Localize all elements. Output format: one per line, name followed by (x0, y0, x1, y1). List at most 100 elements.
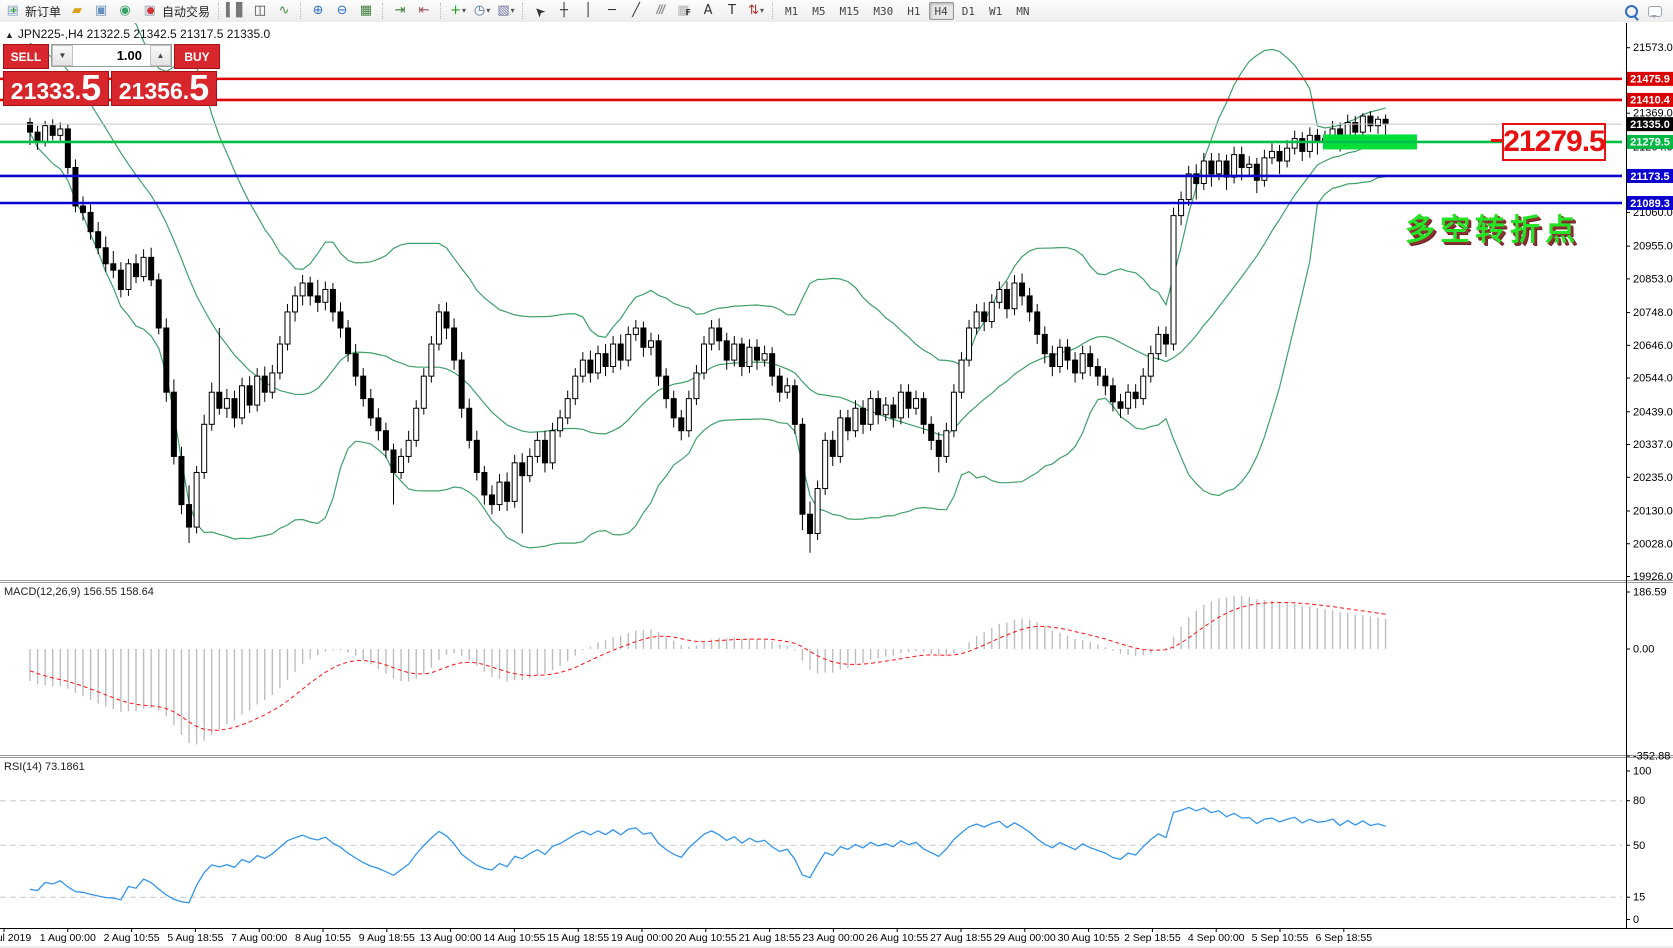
add-indicator-icon: + (450, 3, 461, 18)
new-order-icon[interactable]: ▤ + (1, 2, 23, 20)
buy-price-dot: . (182, 78, 190, 104)
timeframe-m30[interactable]: M30 (873, 4, 894, 18)
timeframe-h4[interactable]: H4 (928, 2, 954, 20)
chat-icon[interactable] (1644, 2, 1666, 20)
text-icon[interactable]: A (697, 2, 719, 20)
candlestick-chart-icon[interactable]: ◫ (249, 2, 271, 20)
timeframe-d1[interactable]: D1 (961, 4, 976, 18)
arrows-icon[interactable]: ⇅ ▾ (745, 2, 767, 20)
tile-windows-icon[interactable]: ▦ (355, 2, 377, 20)
zoom-in-icon[interactable]: ⊕ (307, 2, 329, 20)
svg-text:9 Aug 18:55: 9 Aug 18:55 (359, 932, 415, 944)
chart-shift-icon[interactable]: ⇥ (389, 2, 411, 20)
sell-price-int: 21333 (10, 78, 75, 104)
svg-text:21475.9: 21475.9 (1630, 74, 1670, 86)
rsi-line (29, 806, 1386, 904)
cursor-icon[interactable]: ➤ (529, 2, 551, 20)
trendline-icon[interactable]: ╱ (625, 2, 647, 20)
svg-text:8 Aug 10:55: 8 Aug 10:55 (295, 932, 351, 944)
svg-text:21369.0: 21369.0 (1633, 108, 1673, 120)
add-indicator-icon[interactable]: + ▾ (447, 2, 469, 20)
svg-text:21410.4: 21410.4 (1630, 95, 1671, 107)
autotrading-icon[interactable]: ▥ ● (138, 2, 160, 20)
price-annotation-box[interactable]: 21279.5 (1502, 123, 1606, 161)
arrows-icon: ⇅ (748, 3, 759, 18)
svg-text:23 Aug 00:00: 23 Aug 00:00 (802, 932, 864, 944)
svg-text:5 Aug 18:55: 5 Aug 18:55 (167, 932, 223, 944)
svg-text:2 Sep 18:55: 2 Sep 18:55 (1124, 932, 1181, 944)
timeframe-m5[interactable]: M5 (812, 4, 826, 18)
one-click-trade-panel: SELL ▼ ▲ BUY 21333.5 21356.5 (3, 44, 220, 108)
search-icon[interactable] (1620, 2, 1642, 20)
buy-price-int: 21356 (118, 78, 183, 104)
svg-text:6 Sep 18:55: 6 Sep 18:55 (1315, 932, 1372, 944)
hline-label-21173.5 (1627, 168, 1673, 183)
timeframe-w1[interactable]: W1 (989, 4, 1003, 18)
bollinger-middle-band (29, 42, 1386, 436)
svg-text:21 Aug 18:55: 21 Aug 18:55 (739, 932, 801, 944)
svg-text:20955.0: 20955.0 (1633, 241, 1673, 253)
bottom-strip (0, 946, 1673, 948)
svg-text:21279.5: 21279.5 (1630, 137, 1670, 149)
volume-increase-icon[interactable]: ▲ (150, 45, 171, 66)
new-order-label[interactable]: 新订单 (25, 4, 62, 19)
timeframe-m15[interactable]: M15 (839, 4, 860, 18)
turning-point-note[interactable]: 多空转折点 (1405, 213, 1580, 248)
bar-chart-icon: ▍ (226, 3, 237, 18)
buy-price-frac: 5 (189, 67, 210, 109)
add-indicator-icon: ▾ (461, 6, 466, 15)
timeframe-h1[interactable]: H1 (907, 4, 921, 18)
svg-text:14 Aug 10:55: 14 Aug 10:55 (483, 932, 545, 944)
line-chart-icon[interactable]: ∿ (273, 2, 295, 20)
vertical-line-icon[interactable]: │ (577, 2, 599, 20)
macd-axis-ticks: 186.59 0.00 -352.88 (1626, 586, 1670, 763)
svg-text:19926.0: 19926.0 (1633, 571, 1673, 583)
vertical-line-icon: │ (584, 3, 592, 18)
grid-icon[interactable]: ▦ F (673, 2, 695, 20)
svg-text:21173.5: 21173.5 (1630, 171, 1669, 183)
market-watch-icon[interactable]: ▰ (66, 2, 88, 20)
terminal-window-icon[interactable]: ▣ (90, 2, 112, 20)
buy-button[interactable]: BUY (174, 44, 220, 69)
svg-text:20748.0: 20748.0 (1633, 307, 1673, 319)
sell-price[interactable]: 21333. 5 (3, 70, 109, 106)
auto-scroll-icon[interactable]: ⇤ (413, 2, 435, 20)
grid-icon: ▦ (677, 3, 690, 18)
autotrading-label[interactable]: 自动交易 (162, 4, 211, 19)
panel-collapse-icon[interactable]: ▲ (5, 30, 14, 40)
sell-button[interactable]: SELL (3, 44, 49, 69)
zoom-out-icon[interactable]: ⊖ (331, 2, 353, 20)
svg-text:30 Jul 2019: 30 Jul 2019 (0, 932, 31, 944)
templates-icon[interactable]: ▧ ▾ (495, 2, 517, 20)
toolbar-separator (218, 3, 220, 19)
hline-label-21410.4 (1627, 92, 1673, 107)
horizontal-line-icon[interactable]: ─ (601, 2, 623, 20)
signals-icon[interactable]: ◉ (114, 2, 136, 20)
periods-icon: ▾ (486, 6, 491, 15)
text-label-icon: T (728, 3, 736, 18)
svg-text:80: 80 (1633, 795, 1645, 807)
rsi-pane-label: RSI(14) 73.1861 (4, 761, 85, 773)
bollinger-lower-band (29, 132, 1386, 549)
volume-decrease-icon[interactable]: ▼ (52, 45, 73, 66)
svg-text:186.59: 186.59 (1633, 586, 1667, 598)
volume-input[interactable] (73, 45, 150, 66)
timeframe-m1[interactable]: M1 (785, 4, 799, 18)
crosshair-icon[interactable]: ┼ (553, 2, 575, 20)
price-box-connector (1491, 139, 1502, 142)
periods-icon: ◷ (473, 3, 486, 18)
buy-price[interactable]: 21356. 5 (111, 67, 217, 109)
svg-text:100: 100 (1633, 766, 1651, 778)
chart-canvas[interactable]: 21573.021471.021369.021264.021162.021060… (0, 22, 1673, 948)
svg-text:21089.3: 21089.3 (1630, 198, 1670, 210)
svg-text:21573.0: 21573.0 (1633, 42, 1673, 54)
text-label-icon[interactable]: T (721, 2, 743, 20)
chart-window[interactable]: 21573.021471.021369.021264.021162.021060… (0, 22, 1673, 948)
svg-text:20646.0: 20646.0 (1633, 340, 1673, 352)
bar-chart-icon[interactable]: ▍ ▋ (225, 2, 247, 20)
timeframe-mn[interactable]: MN (1016, 4, 1030, 18)
fibonacci-icon[interactable]: Ⅲ (649, 2, 671, 20)
svg-text:20853.0: 20853.0 (1633, 273, 1673, 285)
periods-icon[interactable]: ◷ ▾ (471, 2, 493, 20)
svg-text:21335.0: 21335.0 (1630, 119, 1670, 131)
